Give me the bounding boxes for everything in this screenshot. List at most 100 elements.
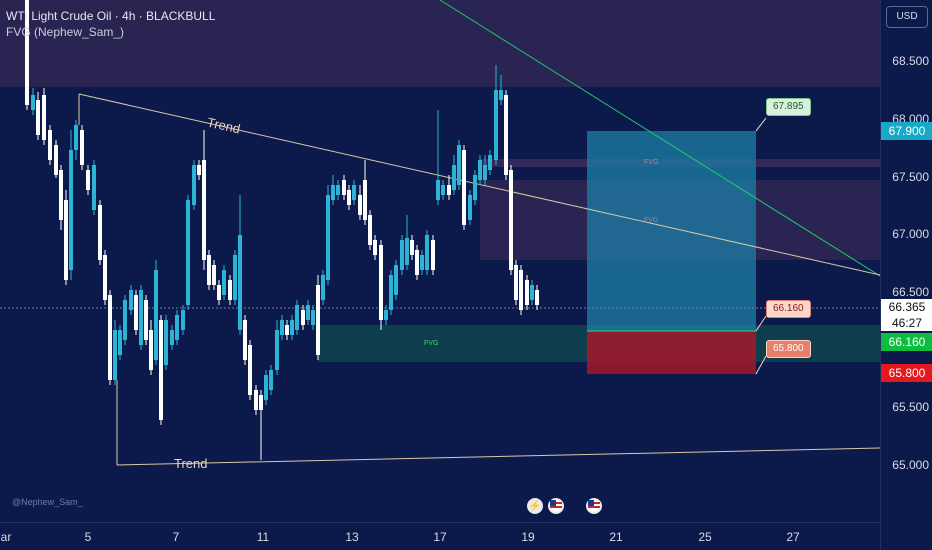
candle-body [519,270,523,310]
time-tick: ar [0,530,12,544]
candle-body [31,95,35,110]
candle-body [154,270,158,360]
candle-body [129,290,133,310]
entry-callout[interactable]: 66.160 [766,300,811,318]
candle-body [400,240,404,270]
time-tick: 11 [256,530,270,544]
candle-body [384,310,388,320]
entry-callout-pointer [755,315,767,332]
time-tick: 13 [345,530,359,544]
time-tick: 21 [609,530,623,544]
candle-body [80,130,84,165]
candle-body [473,175,477,200]
trend-label-lower: Trend [174,456,208,471]
candle-body [164,320,168,365]
candle-body [347,190,351,205]
price-axis[interactable]: USD 68.500 68.000 67.500 67.000 66.500 6… [880,0,932,550]
candle-body [222,270,226,295]
indicator-title[interactable]: FVG (Nephew_Sam_) [6,25,125,39]
stop-zone[interactable] [587,331,756,374]
target-zone[interactable] [587,131,756,331]
fvg-label-1: FVG [644,159,659,166]
candle-body [379,245,383,320]
candle-body [452,165,456,190]
time-axis[interactable]: ar 5 7 11 13 17 19 21 25 27 [0,522,880,550]
candle-body [415,250,419,275]
candle-body [530,285,534,300]
candle-body [108,295,112,380]
candle-body [316,285,320,355]
lower-trendline[interactable] [116,447,880,466]
candle-body [326,195,330,280]
candle-body [509,170,513,270]
fvg-label-3: FVG [424,340,439,347]
entry-price-label: 66.160 [881,333,932,351]
candle-body [431,240,435,270]
target-callout[interactable]: 67.895 [766,98,811,116]
time-tick: 17 [433,530,447,544]
candle-body [363,180,367,220]
candle-countdown: 46:27 [891,316,923,330]
candle-body [368,215,372,245]
candle-body [264,375,268,400]
candle-body [425,235,429,270]
candle-body [159,320,163,420]
candle-body [254,390,258,410]
time-tick: 5 [84,530,92,544]
candle-body [483,165,487,180]
target-price-label: 67.900 [881,122,932,140]
price-tick: 66.500 [892,285,929,299]
candle-body [410,240,414,255]
candle-body [92,165,96,210]
candle-body [373,240,377,255]
price-tick: 67.000 [892,227,929,241]
stop-callout-pointer [755,355,767,375]
candle-body [139,290,143,345]
candle-body [447,185,451,195]
lightning-icon[interactable]: ⚡ [527,498,543,514]
currency-button[interactable]: USD [886,6,928,28]
candle-body [275,330,279,370]
candle-body [269,370,273,390]
candle-body [436,180,440,200]
candle-body [233,255,237,300]
resistance-zone [0,0,880,87]
chart-header: WTI Light Crude Oil · 4h · BLACKBULL FVG… [6,8,215,40]
us-flag-icon[interactable] [586,498,602,514]
candle-body [394,265,398,295]
candle-body [285,325,289,335]
candle-body [358,195,362,215]
candle-body [457,145,461,185]
candle-body [74,125,78,150]
price-tick: 65.500 [892,400,929,414]
candle-body [134,295,138,330]
stop-callout[interactable]: 65.800 [766,340,811,358]
price-tick: 68.500 [892,54,929,68]
candle-body [478,160,482,180]
candle-body [36,100,40,135]
candle-body [149,330,153,370]
fvg-label-2: FVG [644,217,659,224]
candle-body [248,345,252,395]
candle-body [514,265,518,300]
candle-body [259,395,263,410]
chart-canvas[interactable] [0,0,880,522]
candle-body [98,205,102,260]
candle-body [420,255,424,270]
diagonal-trendline[interactable] [439,0,880,277]
current-price-box: 66.365 46:27 [881,299,932,331]
candle-body [69,150,73,270]
candle-body [118,330,122,355]
candle-body [301,310,305,325]
candle-body [212,265,216,285]
candle-body [42,95,46,140]
candle-body [243,320,247,360]
us-flag-icon[interactable] [548,498,564,514]
chart-area[interactable]: WTI Light Crude Oil · 4h · BLACKBULL FVG… [0,0,880,522]
candle-body [113,330,117,380]
symbol-title[interactable]: WTI Light Crude Oil · 4h · BLACKBULL [6,9,216,23]
candle-body [64,200,68,280]
candle-body [103,255,107,300]
candles-group [25,0,539,460]
